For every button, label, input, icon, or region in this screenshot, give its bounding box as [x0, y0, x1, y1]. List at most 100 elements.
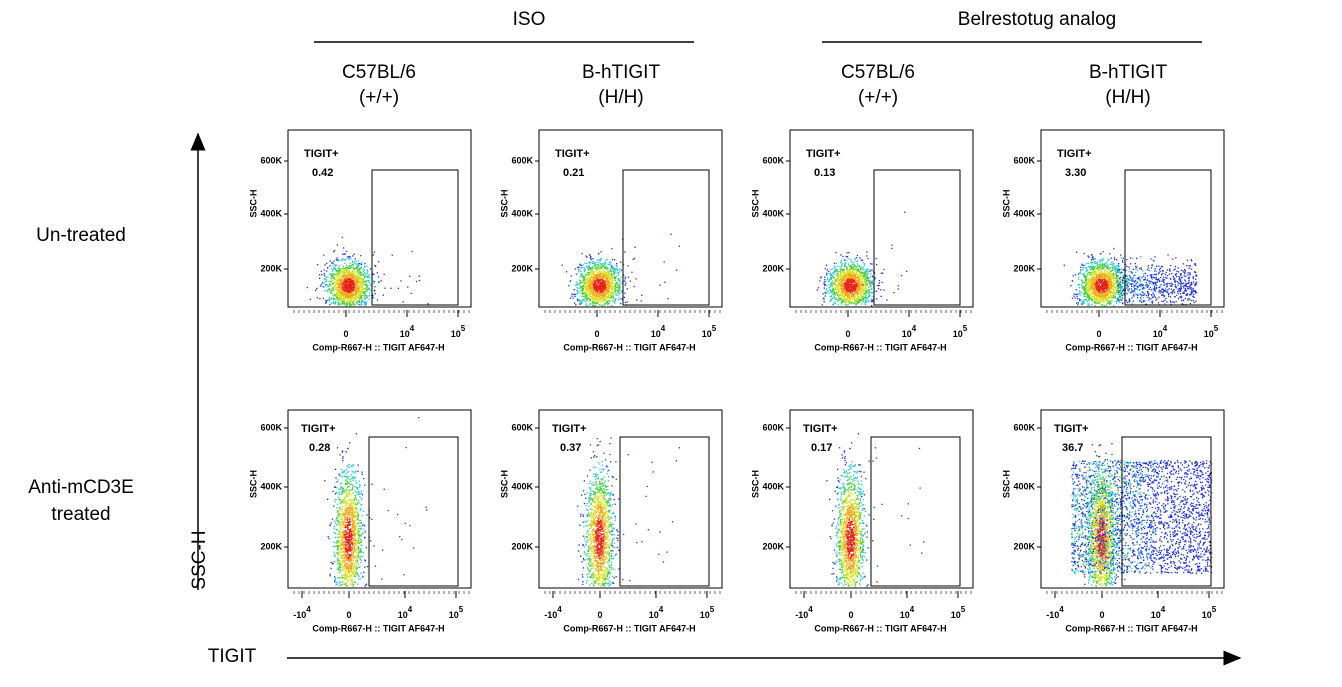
event-dot	[600, 279, 601, 280]
event-dot	[358, 304, 359, 305]
event-dot	[607, 279, 608, 280]
tick-text: 0	[343, 329, 348, 339]
event-dot	[847, 256, 848, 257]
event-dot	[856, 292, 857, 293]
event-dot	[851, 272, 852, 273]
event-dot	[602, 266, 603, 267]
event-dot	[607, 268, 608, 269]
event-dot	[872, 292, 873, 293]
event-dot	[627, 265, 628, 266]
event-dot	[353, 304, 354, 305]
event-dot	[827, 285, 828, 286]
event-dot	[842, 277, 843, 278]
event-dot	[351, 304, 352, 305]
event-dot	[840, 275, 841, 276]
event-dot	[601, 295, 602, 296]
event-dot	[844, 259, 845, 260]
event-dot	[584, 263, 585, 264]
tick-base: 10	[953, 329, 963, 339]
event-dot	[582, 292, 583, 293]
event-dot	[593, 292, 594, 293]
event-dot	[324, 264, 325, 265]
event-dot	[587, 279, 588, 280]
event-dot	[591, 298, 592, 299]
event-dot	[852, 278, 853, 279]
event-dot	[587, 292, 588, 293]
event-dot	[595, 293, 596, 294]
event-dot	[349, 268, 350, 269]
event-dot	[576, 285, 577, 286]
event-dot	[368, 281, 369, 282]
dot-cloud	[817, 212, 908, 307]
event-dot	[592, 267, 593, 268]
event-dot	[847, 277, 848, 278]
event-dot	[609, 283, 610, 284]
event-dot	[340, 272, 341, 273]
event-dot	[357, 273, 358, 274]
event-dot	[856, 257, 857, 258]
event-dot	[346, 267, 347, 268]
event-dot	[830, 301, 831, 302]
event-dot	[1088, 263, 1089, 264]
event-dot	[825, 268, 826, 269]
event-dot	[358, 297, 359, 298]
event-dot	[571, 296, 572, 297]
event-dot	[343, 266, 344, 267]
event-dot	[342, 254, 343, 255]
event-dot	[624, 297, 625, 298]
event-dot	[857, 274, 858, 275]
event-dot	[336, 293, 337, 294]
event-dot	[348, 291, 349, 292]
event-dot	[848, 300, 849, 301]
event-dot	[339, 265, 340, 266]
event-dot	[581, 303, 582, 304]
event-dot	[363, 295, 364, 296]
event-dot	[572, 293, 573, 294]
event-dot	[319, 274, 320, 275]
event-dot	[838, 290, 839, 291]
event-dot	[608, 274, 609, 275]
event-dot	[586, 266, 587, 267]
y-tick-label: 600K	[762, 155, 784, 165]
event-dot	[883, 269, 884, 270]
event-dot	[590, 256, 591, 257]
event-dot	[871, 292, 872, 293]
event-dot	[339, 289, 340, 290]
event-dot	[868, 296, 869, 297]
event-dot	[354, 263, 355, 264]
event-dot	[606, 266, 607, 267]
event-dot	[616, 284, 617, 285]
event-dot	[619, 271, 620, 272]
event-dot	[1087, 303, 1088, 304]
event-dot	[836, 281, 837, 282]
event-dot	[877, 285, 878, 286]
tick-exp: 4	[410, 324, 415, 333]
event-dot	[609, 300, 610, 301]
event-dot	[341, 295, 342, 296]
event-dot	[342, 283, 343, 284]
row-label: treated	[51, 504, 110, 525]
event-dot	[350, 258, 351, 259]
event-dot	[1112, 268, 1113, 269]
event-dot	[600, 263, 601, 264]
x-axis-label: Comp-R667-H :: TIGIT AF647-H	[814, 342, 946, 352]
event-dot	[364, 293, 365, 294]
event-dot	[595, 278, 596, 279]
event-dot	[347, 272, 348, 273]
event-dot	[834, 299, 835, 300]
event-dot	[345, 283, 346, 284]
event-dot	[845, 265, 846, 266]
event-dot	[600, 273, 601, 274]
event-dot	[590, 300, 591, 301]
event-dot	[327, 290, 328, 291]
event-dot	[840, 268, 841, 269]
event-dot	[853, 285, 854, 286]
column-header: B-hTIGIT	[582, 62, 661, 83]
event-dot	[1082, 301, 1083, 302]
event-dot	[1110, 264, 1111, 265]
event-dot	[603, 283, 604, 284]
event-dot	[608, 271, 609, 272]
event-dot	[616, 266, 617, 267]
event-dot	[845, 276, 846, 277]
event-dot	[828, 293, 829, 294]
